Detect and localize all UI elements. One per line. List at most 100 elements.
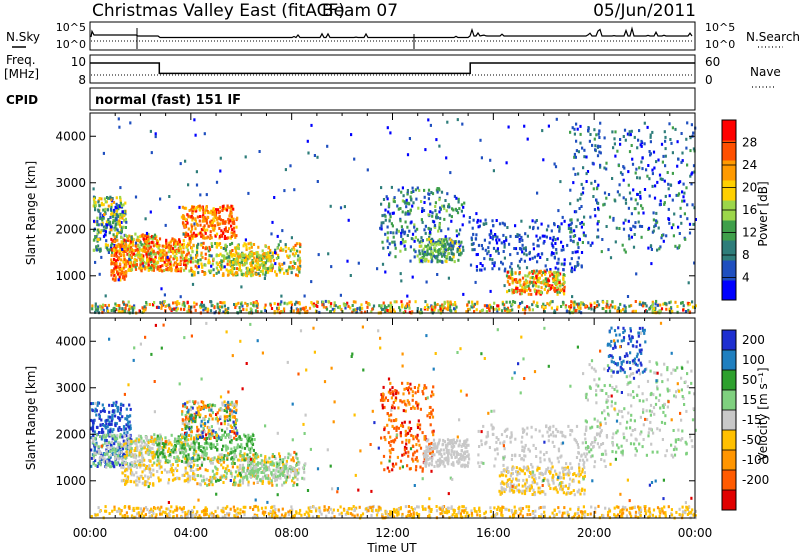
power-data-cell xyxy=(687,281,690,285)
power-data-cell xyxy=(110,207,113,211)
power-data-cell xyxy=(200,253,203,257)
power-data-cell xyxy=(121,247,124,251)
power-data-cell xyxy=(429,230,432,234)
power-data-cell xyxy=(166,259,169,262)
power-data-cell xyxy=(102,229,105,233)
power-data-cell xyxy=(630,197,633,201)
mode-label: normal (fast) 151 IF xyxy=(95,93,241,108)
power-data-cell xyxy=(434,225,437,229)
power-data-cell xyxy=(352,300,355,304)
power-data-cell xyxy=(228,214,231,218)
power-data-cell xyxy=(221,205,224,209)
power-data-cell xyxy=(569,262,572,266)
velocity-data-cell xyxy=(131,471,134,475)
power-data-cell xyxy=(130,235,133,239)
power-data-cell xyxy=(120,258,123,262)
power-data-cell xyxy=(205,221,209,225)
power-data-cell xyxy=(331,307,334,311)
velocity-data-cell xyxy=(120,443,123,447)
power-data-cell xyxy=(212,273,215,277)
power-data-cell xyxy=(496,309,499,313)
velocity-data-cell xyxy=(98,413,101,417)
velocity-data-cell xyxy=(123,443,126,446)
power-data-cell xyxy=(516,290,519,294)
power-data-cell xyxy=(180,267,183,271)
velocity-data-cell xyxy=(94,459,97,463)
power-data-cell xyxy=(145,250,149,254)
power-data-cell xyxy=(518,240,521,243)
power-data-cell xyxy=(178,262,181,266)
power-data-cell xyxy=(439,241,442,244)
power-data-cell xyxy=(227,273,230,277)
velocity-data-cell xyxy=(150,453,153,457)
power-data-cell xyxy=(234,235,237,239)
velocity-data-cell xyxy=(125,481,128,485)
power-data-cell xyxy=(139,253,142,257)
power-data-cell xyxy=(202,225,205,229)
power-data-cell xyxy=(288,265,291,269)
power-data-cell xyxy=(475,268,479,272)
power-data-cell xyxy=(295,273,298,277)
power-data-cell xyxy=(110,258,113,262)
power-data-cell xyxy=(145,261,148,265)
velocity-data-cell xyxy=(159,459,162,463)
power-data-cell xyxy=(190,256,193,260)
power-data-cell xyxy=(365,300,368,304)
power-data-cell xyxy=(177,246,180,250)
velocity-data-cell xyxy=(243,446,247,450)
power-data-cell xyxy=(570,300,573,304)
power-data-cell xyxy=(125,243,128,247)
power-data-cell xyxy=(652,150,656,154)
power-data-cell xyxy=(480,268,483,272)
power-data-cell xyxy=(683,199,686,203)
power-data-cell xyxy=(227,255,230,259)
power-data-cell xyxy=(196,260,199,264)
velocity-data-cell xyxy=(174,437,177,441)
velocity-data-cell xyxy=(129,465,132,469)
power-data-cell xyxy=(432,242,435,246)
power-data-cell xyxy=(483,304,486,308)
power-data-cell xyxy=(366,305,369,309)
power-data-cell xyxy=(592,195,595,198)
power-data-cell xyxy=(542,158,545,162)
power-data-cell xyxy=(542,307,546,311)
velocity-data-cell xyxy=(146,480,149,484)
power-data-cell xyxy=(430,242,433,246)
power-data-cell xyxy=(506,290,509,294)
velocity-data-cell xyxy=(149,446,152,450)
power-data-cell xyxy=(502,250,505,253)
power-data-cell xyxy=(459,228,462,232)
power-data-cell xyxy=(178,205,181,209)
power-data-cell xyxy=(615,226,618,230)
power-data-cell xyxy=(597,144,600,148)
velocity-data-cell xyxy=(152,439,155,443)
velocity-data-cell xyxy=(176,459,179,463)
power-data-cell xyxy=(508,242,511,246)
power-data-cell xyxy=(453,241,456,245)
power-data-cell xyxy=(576,263,579,267)
power-data-cell xyxy=(337,305,340,309)
velocity-data-cell xyxy=(121,447,124,451)
velocity-data-cell xyxy=(194,452,198,456)
power-data-cell xyxy=(391,224,394,228)
velocity-data-cell xyxy=(128,446,131,450)
power-data-cell xyxy=(225,256,228,260)
freq-label-line1: Freq. xyxy=(6,53,36,67)
power-data-cell xyxy=(640,235,643,239)
power-data-cell xyxy=(163,293,166,297)
power-data-cell xyxy=(168,307,172,311)
power-data-cell xyxy=(222,221,225,225)
power-data-cell xyxy=(585,172,588,176)
power-data-cell xyxy=(659,199,662,203)
power-data-cell xyxy=(190,234,193,238)
power-data-cell xyxy=(556,292,559,296)
power-data-cell xyxy=(137,244,140,248)
power-data-cell xyxy=(299,245,302,248)
velocity-data-cell xyxy=(144,450,148,454)
power-data-cell xyxy=(516,280,519,284)
power-data-cell xyxy=(550,253,553,257)
power-data-cell xyxy=(488,241,491,245)
velocity-data-cell xyxy=(109,465,112,469)
power-data-cell xyxy=(338,306,341,310)
